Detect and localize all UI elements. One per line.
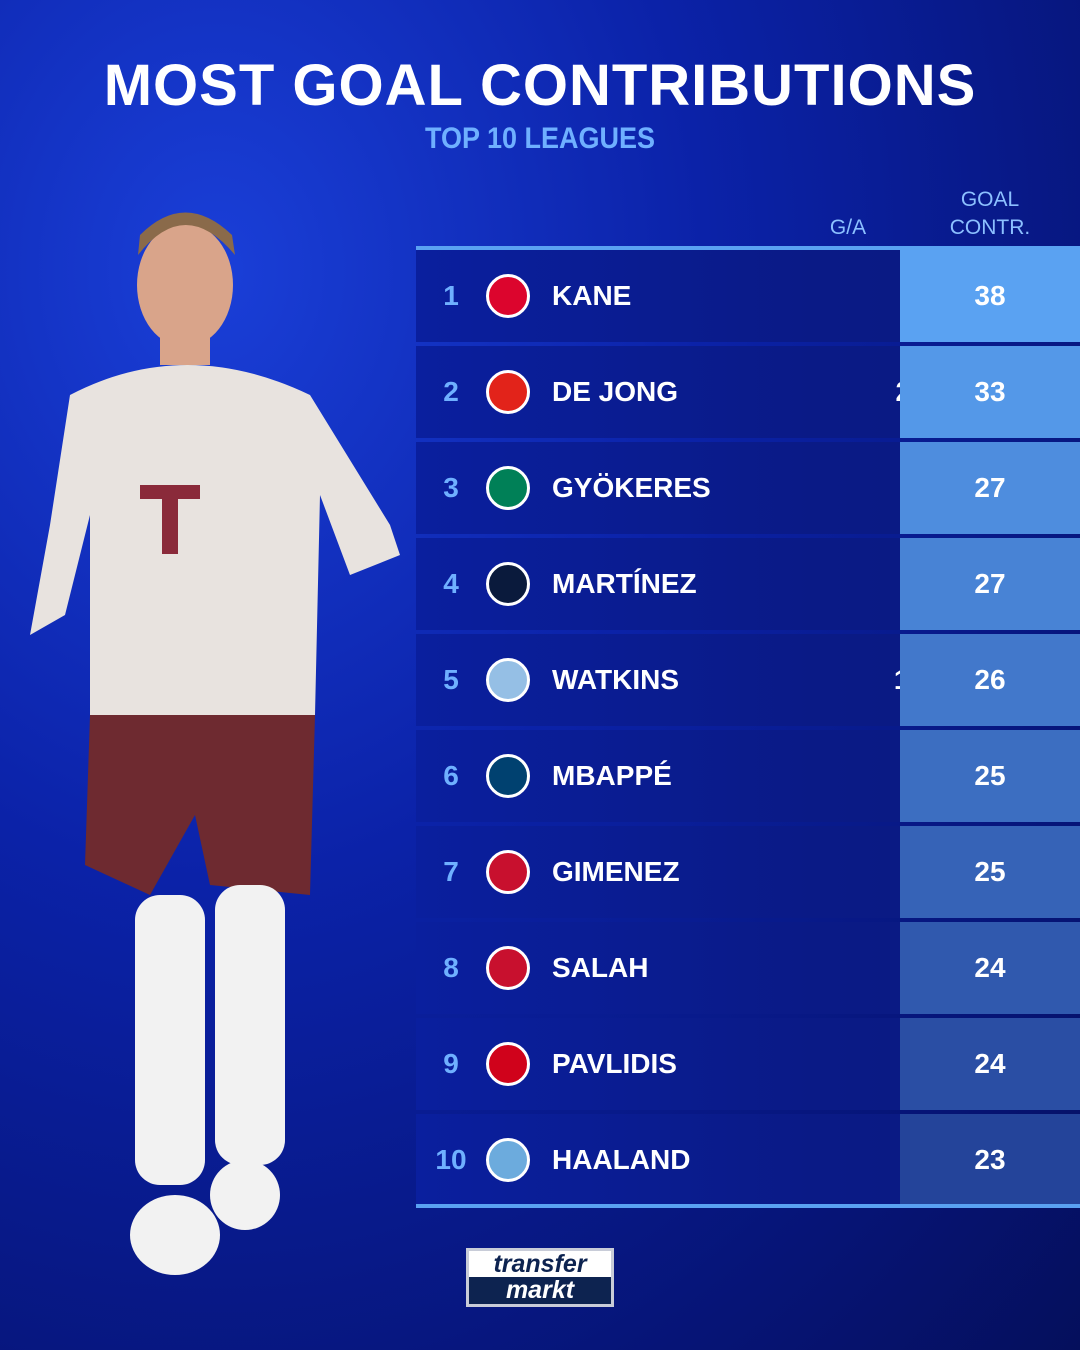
goal-contributions: 33 <box>900 346 1080 438</box>
goal-contributions: 38 <box>900 250 1080 342</box>
goal-contributions: 23 <box>900 1114 1080 1206</box>
rank: 3 <box>443 472 459 503</box>
goal-contributions: 24 <box>900 1018 1080 1110</box>
player-name: DE JONG <box>552 376 679 407</box>
goal-contributions: 24 <box>900 922 1080 1014</box>
player-name: SALAH <box>552 952 649 983</box>
goal-contributions: 25 <box>900 826 1080 918</box>
player-name: MBAPPÉ <box>552 760 672 791</box>
player-photo <box>30 212 400 1275</box>
club-crest-icon <box>486 274 530 318</box>
table-row: 8 SALAH 15/9 24 <box>416 922 1080 1014</box>
club-crest-icon <box>486 850 530 894</box>
logo-line1: transfer <box>493 1250 587 1278</box>
rank: 1 <box>443 280 459 311</box>
player-name: PAVLIDIS <box>552 1048 677 1079</box>
table-bottom-divider <box>416 1204 1080 1208</box>
table-row: 5 WATKINS 16/10 26 <box>416 634 1080 726</box>
table-row: 2 DE JONG 22/11 33 <box>416 346 1080 438</box>
player-name: MARTÍNEZ <box>552 568 697 599</box>
header-goal-contr-line2: CONTR. <box>949 216 1031 239</box>
table-row: 7 GIMENEZ 21/4 25 <box>416 826 1080 918</box>
table-row: 4 MARTÍNEZ 23/4 27 <box>416 538 1080 630</box>
club-crest-icon <box>486 946 530 990</box>
table-top-divider <box>416 246 1080 250</box>
goal-contributions: 25 <box>900 730 1080 822</box>
club-crest-icon <box>486 754 530 798</box>
rank: 7 <box>443 856 459 887</box>
header-ga: G/A <box>829 216 867 239</box>
club-crest-icon <box>486 370 530 414</box>
page-subtitle: TOP 10 LEAGUES <box>424 122 656 155</box>
rank: 10 <box>435 1144 467 1175</box>
club-crest-icon <box>486 1042 530 1086</box>
player-name: KANE <box>552 280 632 311</box>
rank: 9 <box>443 1048 459 1079</box>
goal-contributions: 27 <box>900 538 1080 630</box>
player-name: HAALAND <box>552 1144 691 1175</box>
player-name: WATKINS <box>552 664 680 695</box>
rank: 4 <box>443 568 459 599</box>
transfermarkt-logo: transfer markt <box>466 1248 614 1307</box>
club-crest-icon <box>486 658 530 702</box>
club-crest-icon <box>486 466 530 510</box>
rank: 2 <box>443 376 459 407</box>
table-row: 3 GYÖKERES 19/8 27 <box>416 442 1080 534</box>
player-name: GIMENEZ <box>552 856 680 887</box>
goal-contributions: 26 <box>900 634 1080 726</box>
rank: 6 <box>443 760 459 791</box>
table-row: 6 MBAPPÉ 21/4 25 <box>416 730 1080 822</box>
table-row: 1 KANE 30/8 38 <box>416 250 1080 342</box>
header-goal-contr-line1: GOAL <box>960 188 1020 211</box>
header-goal-contr: GOAL CONTR. <box>920 186 1060 242</box>
logo-line2: markt <box>469 1277 611 1304</box>
table-row: 9 PAVLIDIS 22/2 24 <box>416 1018 1080 1110</box>
rank: 8 <box>443 952 459 983</box>
page-title: MOST GOAL CONTRIBUTIONS <box>103 53 977 118</box>
table-row: 10 HAALAND 18/5 23 <box>416 1114 1080 1206</box>
club-crest-icon <box>486 1138 530 1182</box>
goal-contributions: 27 <box>900 442 1080 534</box>
player-name: GYÖKERES <box>552 472 711 503</box>
rank: 5 <box>443 664 459 695</box>
club-crest-icon <box>486 562 530 606</box>
